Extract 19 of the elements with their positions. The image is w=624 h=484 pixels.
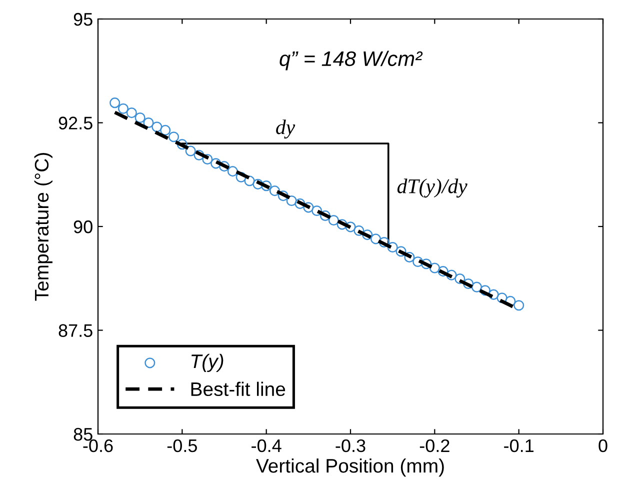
y-tick-label: 87.5 [58,324,92,337]
x-tick-label: -0.1 [504,439,534,452]
x-tick-label: -0.2 [420,439,450,452]
y-tick-label: 90 [74,220,92,234]
y-axis-title: Temperature (°C) [34,153,52,301]
x-tick-label: -0.5 [167,439,197,452]
annotation: q” = 148 W/cm² [280,50,423,70]
x-tick-label: -0.6 [83,439,113,452]
x-axis-title: Vertical Position (mm) [256,458,444,477]
y-tick-label: 92.5 [58,116,92,130]
y-tick-label: 95 [74,12,92,26]
annotation: dy [276,120,296,139]
y-tick-label: 85 [74,428,92,441]
x-tick-label: -0.3 [336,439,366,452]
legend-label: T(y) [192,354,224,372]
x-tick-label: -0.4 [252,439,282,452]
annotation: dT(y)/dy [397,178,468,198]
x-tick-label: 0 [598,439,608,452]
legend-label: Best-fit line [191,382,286,396]
